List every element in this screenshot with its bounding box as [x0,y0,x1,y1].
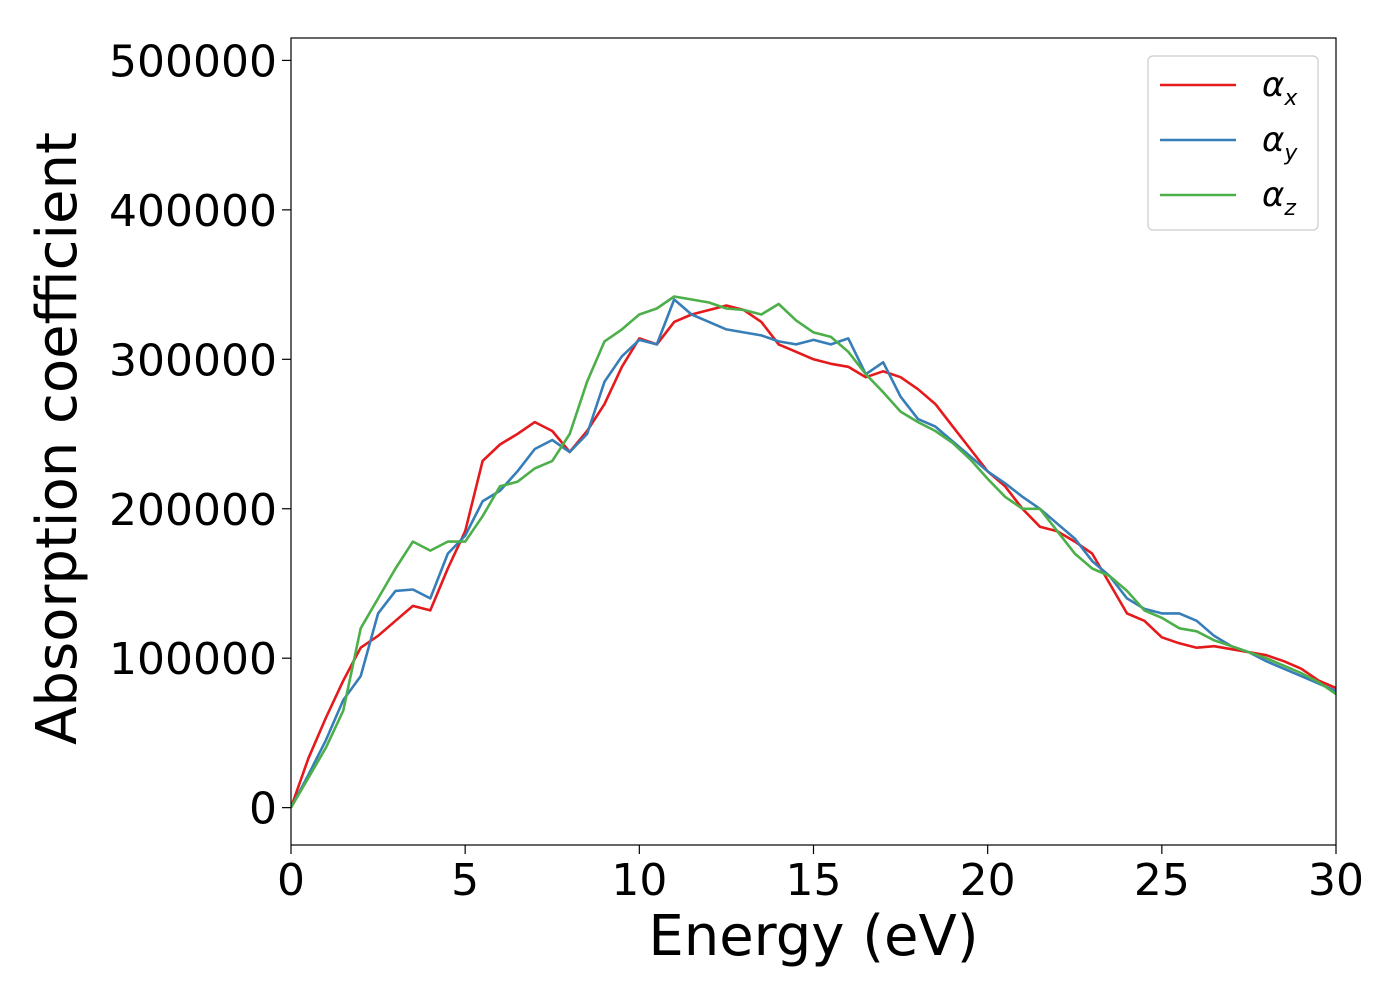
x-tick-label: 15 [786,855,842,906]
legend-subscript: y [1283,141,1298,166]
legend-label-y: αy [1262,120,1298,166]
legend-symbol: α [1262,65,1284,105]
x-tick-label: 20 [960,855,1016,906]
legend-subscript: z [1283,196,1296,221]
x-tick-label: 30 [1308,855,1364,906]
y-axis-label: Absorption coefficient [25,132,90,745]
series-line-z [291,295,1336,809]
legend-subscript: x [1283,86,1298,111]
y-tick-label: 400000 [109,186,277,237]
legend-label-x: αx [1262,65,1298,111]
legend-symbol: α [1262,120,1284,160]
x-axis-ticks: 0 5 10 15 20 25 30 [277,845,1364,906]
y-tick-label: 300000 [109,335,277,386]
y-tick-label: 0 [249,784,277,835]
y-axis-ticks: 0 100000 200000 300000 400000 500000 [109,36,291,835]
x-axis-label: Energy (eV) [648,904,978,969]
plot-lines [291,295,1336,809]
x-tick-label: 10 [611,855,667,906]
y-tick-label: 100000 [109,634,277,685]
legend-box [1147,55,1319,231]
legend-label-z: αz [1262,175,1296,221]
series-line-y [291,298,1336,809]
x-tick-label: 5 [451,855,479,906]
x-tick-label: 0 [277,855,305,906]
series-line-x [291,304,1336,809]
y-tick-label: 500000 [109,36,277,87]
y-tick-label: 200000 [109,485,277,536]
x-tick-label: 25 [1134,855,1190,906]
legend-symbol: α [1262,175,1284,215]
